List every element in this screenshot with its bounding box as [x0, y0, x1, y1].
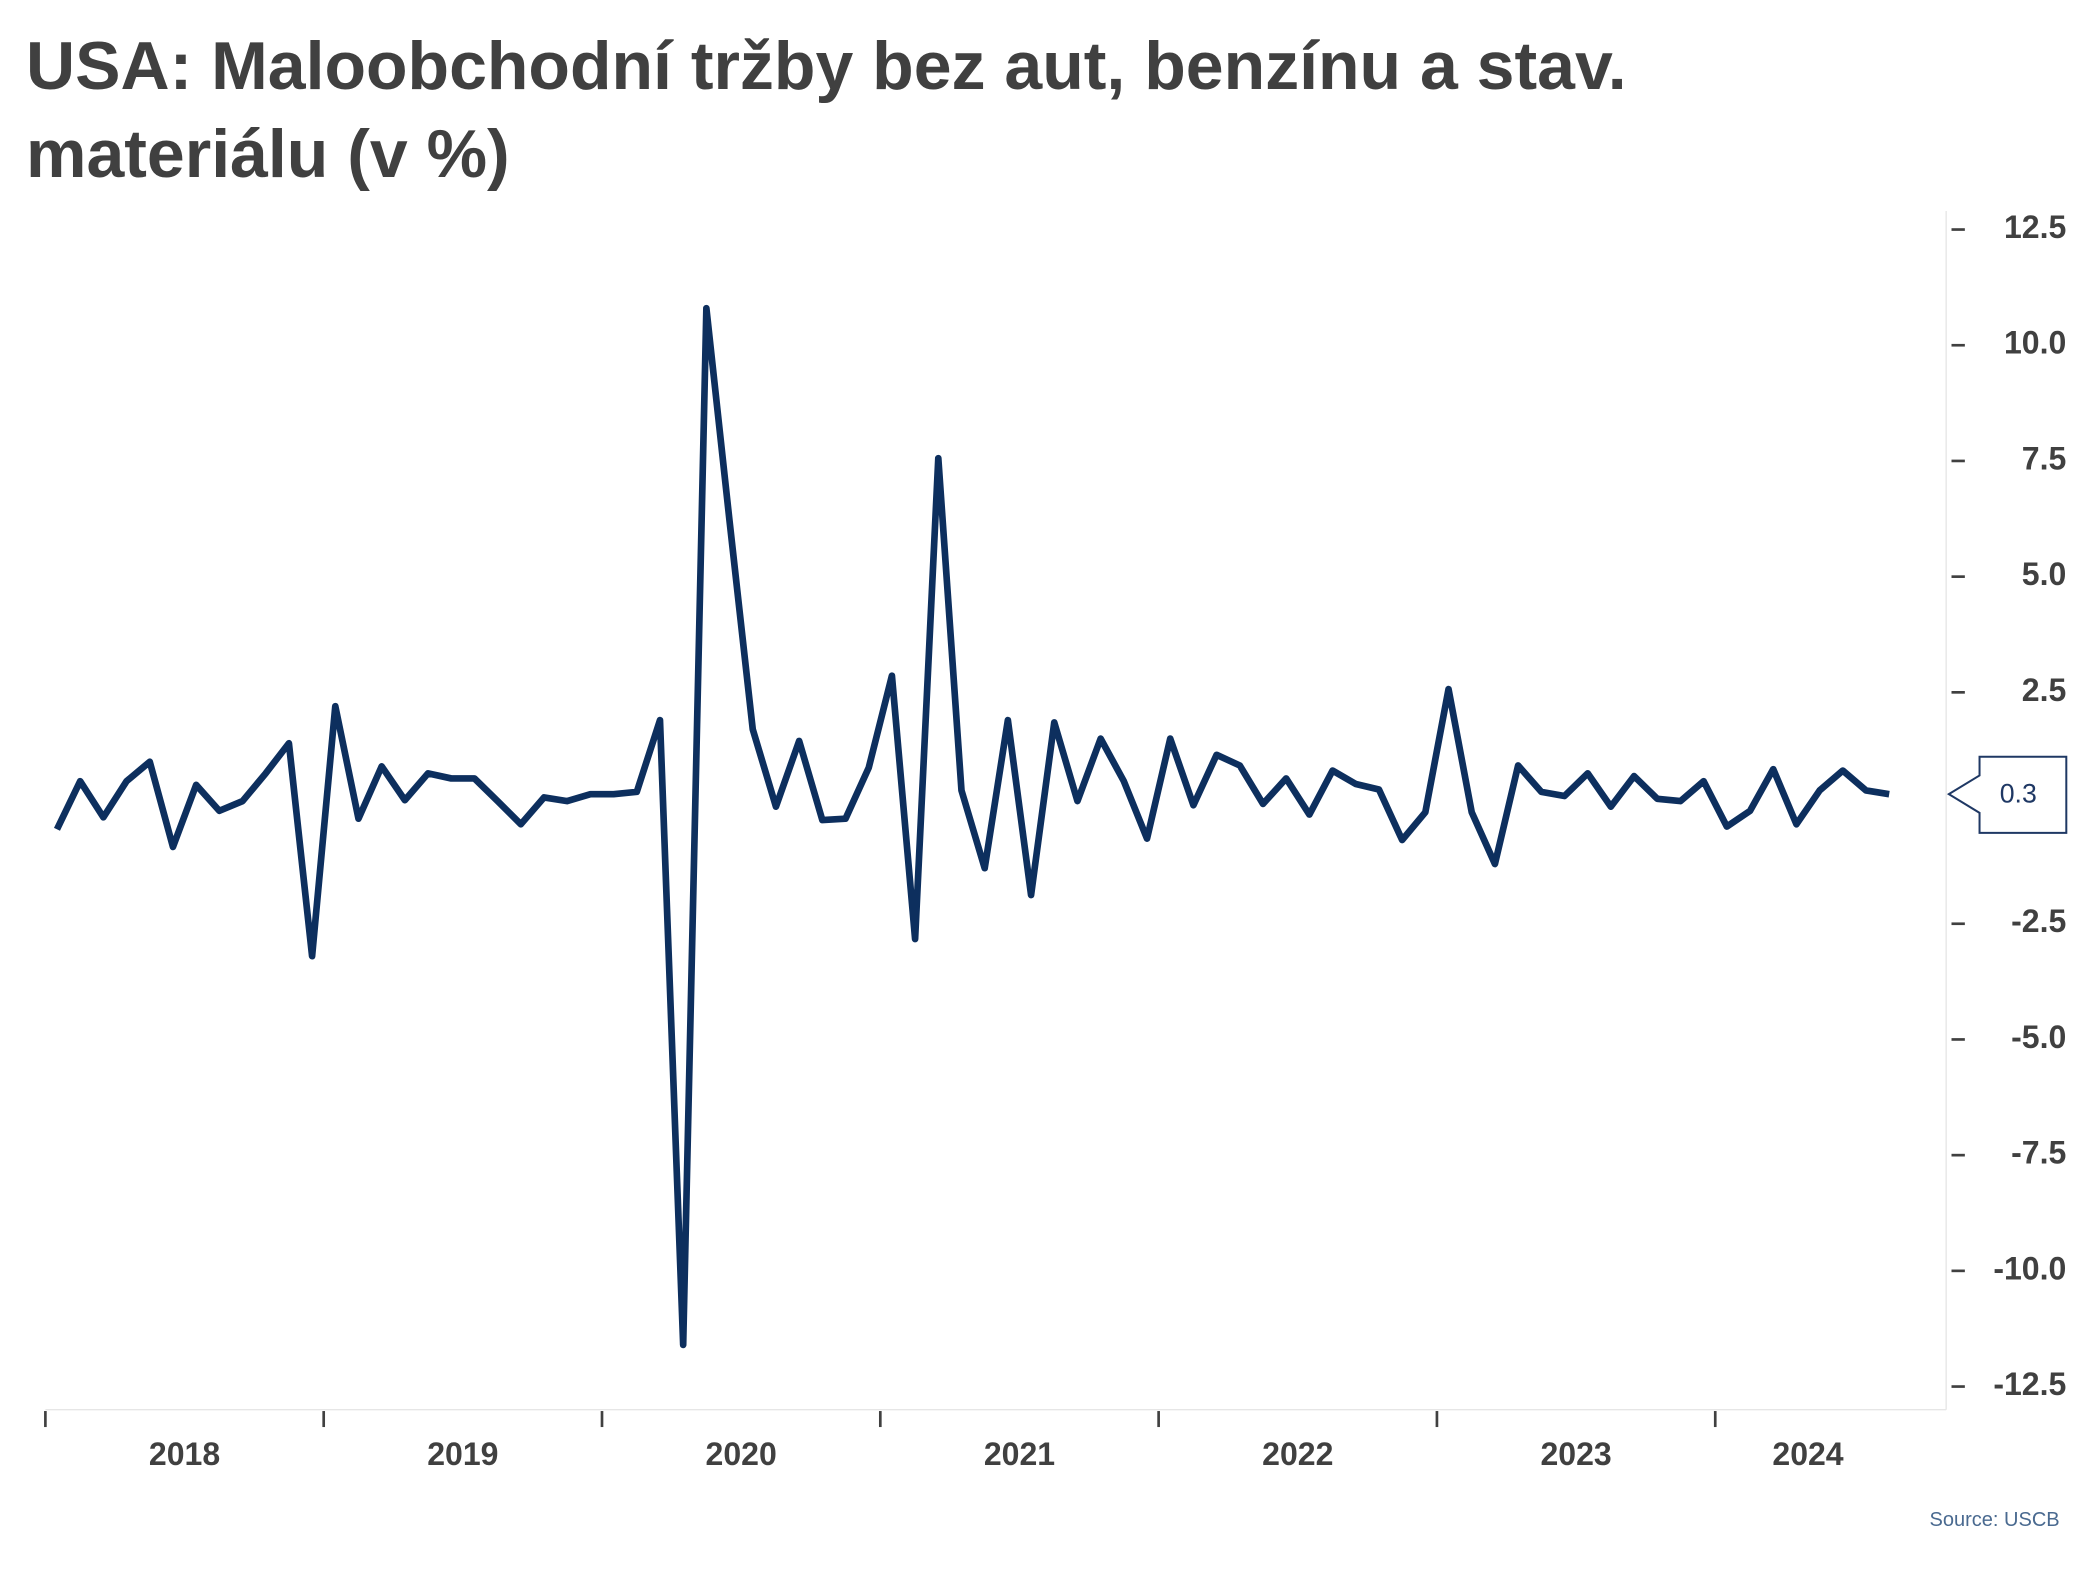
last-value-label: 0.3 [2000, 779, 2037, 809]
last-value-callout [1946, 755, 2068, 834]
y-tick-label: 12.5 [2004, 209, 2066, 245]
y-tick-label: -10.0 [1993, 1250, 2066, 1286]
y-tick-label: 5.0 [2022, 556, 2067, 592]
x-tick-label: 2018 [149, 1436, 220, 1472]
y-tick-label: -5.0 [2011, 1019, 2066, 1055]
source: Source: USCB [1929, 1509, 2059, 1531]
y-tick-label: -2.5 [2011, 903, 2066, 939]
x-tick-label: 2023 [1540, 1436, 1611, 1472]
x-tick-label: 2021 [984, 1436, 1055, 1472]
y-tick-label: -12.5 [1993, 1366, 2066, 1402]
y-tick-label: 2.5 [2022, 672, 2067, 708]
x-tick-label: 2020 [706, 1436, 777, 1472]
x-tick-label: 2019 [427, 1436, 498, 1472]
x-tick-label: 2024 [1772, 1436, 1843, 1472]
y-tick-label: 10.0 [2004, 325, 2066, 361]
chart-title: USA: Maloobchodní tržby bez aut, benzínu… [26, 28, 1627, 192]
data-line [53, 304, 1890, 1349]
y-tick-label: -7.5 [2011, 1135, 2066, 1171]
y-tick-label: 7.5 [2022, 440, 2067, 476]
x-tick-label: 2022 [1262, 1436, 1333, 1472]
